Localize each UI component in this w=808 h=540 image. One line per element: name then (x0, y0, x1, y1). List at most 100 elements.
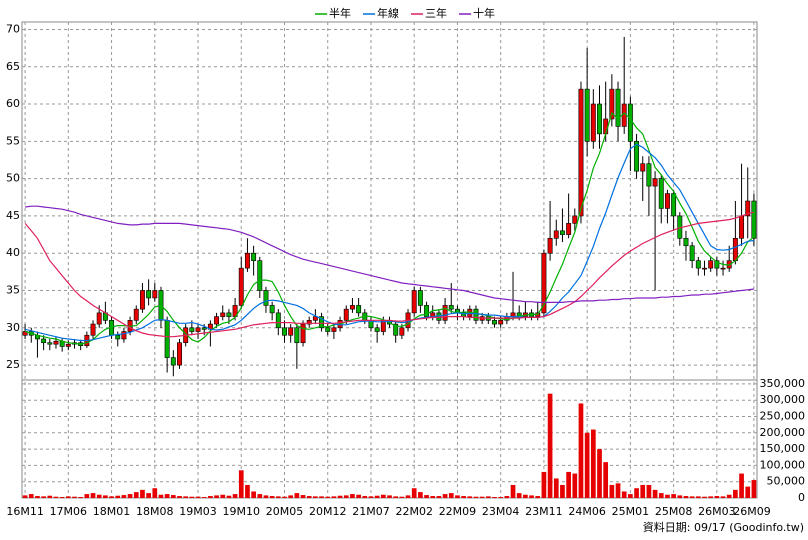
y2-tick-label: 300,000 (760, 393, 806, 406)
volume-bar (337, 495, 343, 498)
candle-body (597, 103, 602, 135)
ma-line (24, 211, 755, 338)
candle-body (133, 308, 139, 321)
volume-bar (442, 494, 448, 498)
volume-bar (473, 496, 479, 498)
y-tick-label: 70 (6, 22, 20, 35)
volume-bar (751, 480, 757, 498)
y2-tick-label: 250,000 (760, 410, 806, 423)
candle-body (170, 357, 176, 366)
volume-bar (232, 494, 238, 498)
volume-bar (238, 470, 244, 498)
legend-label: 年線 (377, 6, 399, 20)
x-tick-label: 20M12 (309, 505, 347, 518)
y-tick-label: 65 (6, 60, 20, 73)
candle-body (195, 327, 201, 332)
volume-bar (362, 496, 368, 498)
candle-body (498, 320, 504, 325)
volume-bar (133, 492, 139, 498)
volume-bar (306, 496, 312, 498)
volume-bar (405, 495, 411, 498)
candle-body (164, 320, 170, 358)
y-tick-label: 50 (6, 172, 20, 185)
volume-bar (214, 495, 219, 498)
y-tick-label: 30 (6, 321, 20, 334)
candle-body (356, 305, 362, 314)
candle-body (634, 141, 640, 172)
candle-body (263, 290, 269, 306)
candle-body (53, 340, 59, 345)
volume-bar (170, 495, 176, 498)
candle-body (695, 260, 701, 269)
volume-bar (263, 495, 269, 498)
candle-body (177, 342, 182, 366)
candle-body (578, 88, 584, 217)
x-tick-label: 24M06 (568, 505, 606, 518)
volume-bar (689, 496, 695, 498)
candle-body (257, 260, 263, 291)
volume-bar (96, 494, 102, 498)
candle-body (658, 178, 664, 209)
volume-bar (208, 496, 213, 498)
candle-body (65, 343, 71, 347)
volume-bar (615, 483, 621, 498)
candle-body (683, 237, 689, 247)
candle-body (590, 103, 596, 142)
volume-bar (677, 495, 683, 498)
volume-bar (158, 494, 164, 498)
candle-body (319, 316, 325, 329)
candle-body (238, 267, 244, 306)
candle-body (708, 260, 714, 269)
candle-body (90, 323, 96, 336)
volume-bar (220, 494, 226, 498)
y-tick-label: 45 (6, 209, 20, 222)
candle-body (547, 237, 553, 254)
ma-line (25, 205, 754, 303)
volume-bar (479, 496, 485, 498)
volume-bar (183, 496, 189, 498)
volume-bar (597, 449, 602, 498)
volume-bar (467, 496, 473, 498)
x-tick-label: 26M09 (733, 505, 771, 518)
candle-body (349, 305, 355, 310)
volume-bar (127, 494, 133, 498)
volume-bar (430, 496, 436, 498)
volume-bar (547, 393, 553, 498)
volume-bar (560, 484, 565, 498)
candle-body (732, 237, 738, 261)
volume-bar (35, 496, 40, 498)
volume-bar (541, 471, 547, 498)
candle-body (220, 312, 226, 317)
candle-body (22, 331, 28, 336)
volume-bar (523, 494, 528, 498)
volume-bar (288, 495, 294, 498)
candle-body (603, 118, 609, 135)
volume-bar (103, 495, 108, 498)
x-tick-label: 17M06 (50, 505, 88, 518)
volume-bar (53, 496, 59, 498)
volume-bar (455, 495, 460, 498)
volume-bar (621, 491, 627, 498)
x-tick-label: 21M07 (352, 505, 390, 518)
volume-bar (78, 497, 84, 498)
candle-body (541, 252, 547, 314)
candle-body (664, 193, 670, 209)
candle-body (646, 163, 652, 187)
x-tick-label: 26M03 (698, 505, 736, 518)
volume-bar (646, 484, 652, 498)
volume-bar (350, 494, 355, 498)
candle-body (288, 327, 294, 336)
candle-body (609, 88, 615, 120)
candle-body (652, 178, 658, 187)
volume-bar (380, 494, 386, 498)
volume-bar (368, 496, 374, 498)
volume-bar (553, 478, 559, 498)
x-tick-label: 25M01 (612, 505, 650, 518)
volume-bar (294, 493, 300, 498)
volume-bar (535, 496, 541, 498)
candle-body (714, 260, 720, 269)
legend-label: 三年 (425, 6, 447, 20)
volume-bar (313, 496, 318, 498)
candle-body (331, 327, 337, 332)
candle-body (702, 267, 707, 270)
